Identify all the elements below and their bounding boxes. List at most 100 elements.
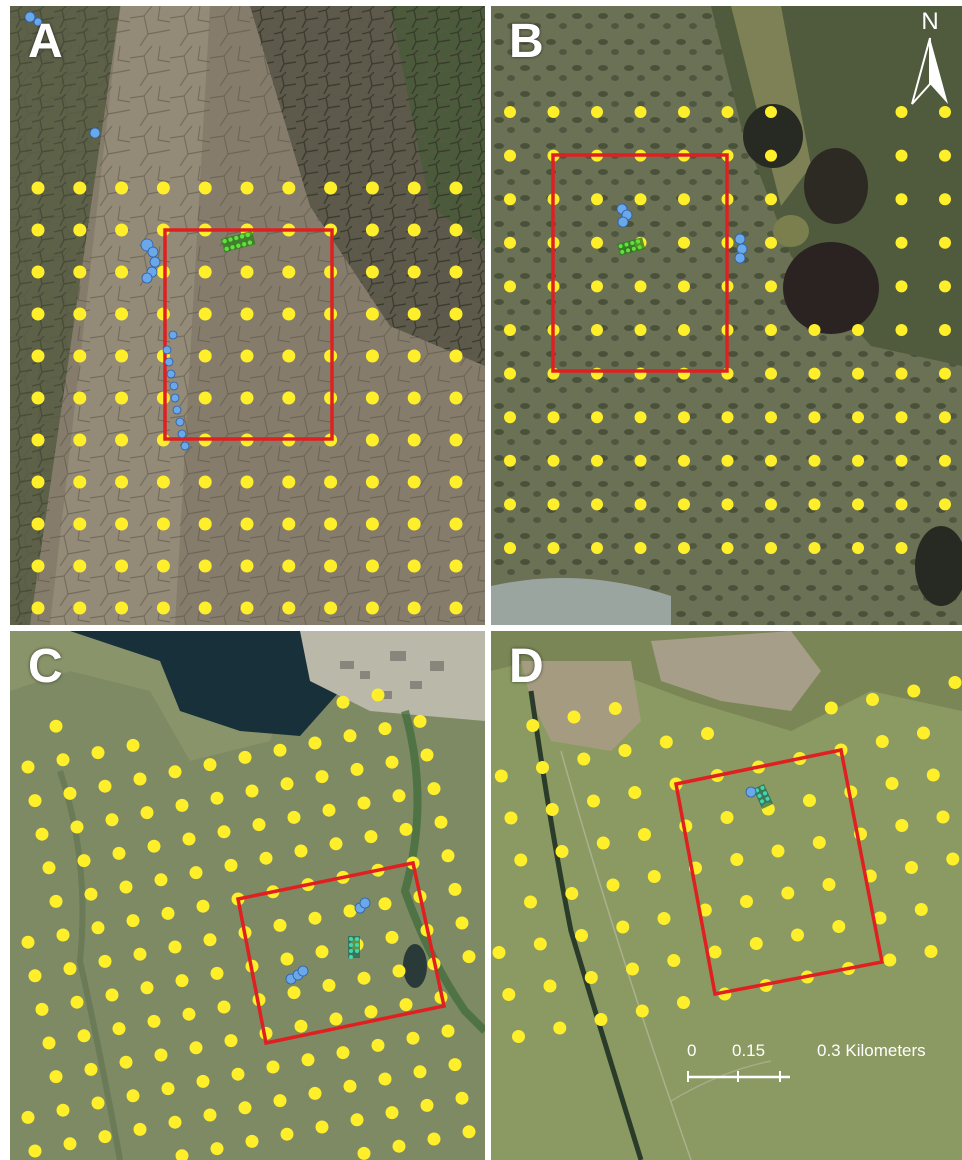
sample-point: [287, 810, 301, 824]
sample-point: [917, 726, 930, 740]
sample-point: [365, 391, 379, 405]
sample-point: [84, 1062, 98, 1076]
sample-point: [808, 454, 821, 467]
sample-point: [939, 193, 951, 206]
sample-point: [791, 928, 804, 942]
sample-point: [73, 349, 87, 363]
sample-point: [240, 517, 254, 531]
map-panel-d: D 0 0.15 0.3 Kilometers: [491, 631, 962, 1160]
sample-point: [126, 1089, 140, 1103]
sample-point: [308, 1086, 322, 1100]
sample-point: [721, 454, 734, 467]
sample-point: [824, 701, 838, 715]
sample-point: [939, 498, 951, 511]
sample-point: [98, 954, 112, 968]
sample-point: [866, 693, 879, 706]
sample-point: [596, 836, 610, 850]
sample-point: [364, 830, 378, 844]
sample-point: [364, 1005, 378, 1019]
sample-point: [259, 851, 273, 865]
map-panel-c: C: [10, 631, 485, 1160]
sample-point: [115, 307, 129, 321]
sample-point: [721, 542, 734, 554]
sample-point: [282, 601, 296, 615]
sample-point: [494, 769, 508, 783]
sample-point: [514, 853, 528, 867]
sample-point: [42, 1036, 56, 1050]
sample-point: [240, 265, 254, 279]
sample-point: [553, 1021, 567, 1035]
sample-point: [115, 475, 129, 489]
sample-point: [315, 945, 329, 959]
sample-point: [161, 906, 175, 920]
sample-point: [449, 517, 463, 531]
sample-point: [547, 106, 560, 118]
sample-point: [73, 181, 87, 195]
sample-point: [678, 454, 690, 467]
sample-point: [198, 265, 212, 279]
sample-point: [634, 411, 647, 424]
sample-point: [584, 971, 598, 984]
sample-point: [273, 743, 287, 757]
sample-point: [240, 391, 254, 405]
sample-point: [196, 899, 210, 913]
sample-point: [808, 542, 821, 554]
sample-point: [35, 827, 49, 841]
sample-point: [504, 106, 516, 118]
sample-point: [808, 324, 821, 336]
sample-point: [504, 367, 516, 380]
sample-point: [365, 517, 379, 531]
sample-point: [765, 498, 777, 511]
sample-point: [907, 684, 921, 698]
sample-point: [808, 411, 821, 424]
sample-point: [926, 768, 940, 782]
sample-point: [634, 106, 647, 118]
sample-point: [336, 1046, 350, 1060]
sample-point: [73, 475, 87, 489]
sample-point: [547, 454, 560, 467]
sample-point: [504, 149, 516, 162]
sample-point: [156, 475, 170, 489]
sample-point: [634, 280, 647, 293]
sample-point: [357, 971, 371, 985]
sample-point: [240, 559, 254, 573]
sample-point: [634, 542, 647, 554]
sample-point: [28, 969, 42, 983]
sample-point: [895, 819, 909, 832]
sample-point: [575, 929, 588, 942]
sample-point: [198, 601, 212, 615]
sample-point: [504, 236, 516, 249]
sample-point: [31, 181, 45, 195]
sample-point: [895, 236, 908, 249]
sample-point: [392, 789, 406, 803]
sample-point: [936, 810, 950, 824]
sample-point: [591, 324, 603, 336]
sample-point: [365, 307, 379, 321]
sample-point: [210, 791, 224, 805]
sample-point: [365, 601, 379, 615]
sample-point: [385, 930, 399, 944]
sample-point: [98, 779, 112, 793]
sample-point: [280, 1127, 294, 1141]
sample-point: [91, 746, 105, 760]
sample-point: [721, 106, 734, 118]
sample-point: [343, 1079, 357, 1093]
sample-point: [73, 307, 87, 321]
sample-point: [407, 265, 421, 279]
sample-point: [659, 735, 673, 749]
sample-point: [28, 794, 42, 808]
scale-tick-1: 0.15: [732, 1041, 766, 1060]
sample-point: [315, 1120, 329, 1134]
sample-point: [765, 106, 777, 118]
sample-point: [399, 998, 413, 1012]
sample-point: [240, 601, 254, 615]
sample-point: [427, 1132, 441, 1146]
blue-markers-b: [616, 203, 748, 264]
sample-point: [594, 1013, 608, 1026]
sample-point: [119, 1055, 133, 1069]
sample-point: [399, 822, 413, 836]
sample-point: [895, 324, 908, 336]
sample-point: [765, 149, 777, 162]
sample-point: [567, 710, 581, 724]
sample-point: [175, 974, 189, 988]
